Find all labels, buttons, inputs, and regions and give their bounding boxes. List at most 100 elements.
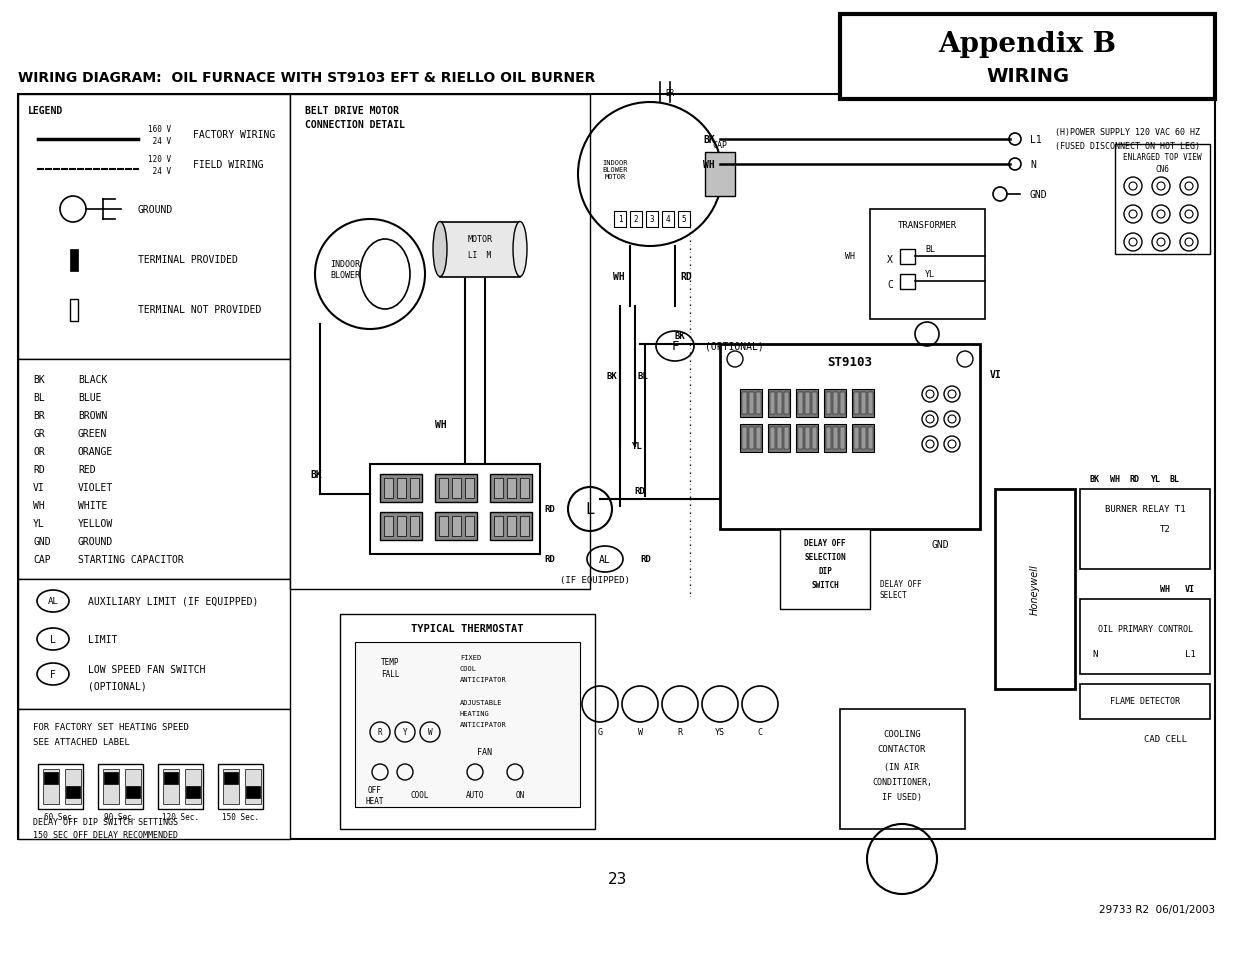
Text: OR: OR — [33, 447, 44, 456]
Bar — [245, 769, 261, 804]
Bar — [494, 517, 503, 537]
Text: LOW SPEED FAN SWITCH: LOW SPEED FAN SWITCH — [88, 664, 205, 675]
Text: BL: BL — [33, 393, 44, 402]
Text: TERMINAL NOT PROVIDED: TERMINAL NOT PROVIDED — [138, 305, 262, 314]
Bar — [869, 210, 986, 319]
Bar — [853, 393, 860, 415]
Bar — [811, 393, 818, 415]
Text: BK: BK — [310, 470, 322, 479]
Bar — [646, 212, 658, 228]
Text: BK: BK — [33, 375, 44, 385]
Bar — [662, 212, 674, 228]
Bar — [19, 95, 1215, 840]
Text: F: F — [51, 669, 56, 679]
Text: INDOOR
BLOWER
MOTOR: INDOOR BLOWER MOTOR — [603, 160, 627, 180]
Bar — [798, 428, 803, 450]
Text: RD: RD — [1130, 475, 1140, 484]
Text: FOR FACTORY SET HEATING SPEED: FOR FACTORY SET HEATING SPEED — [33, 722, 189, 732]
Text: (FUSED DISCONNECT ON HOT LEG): (FUSED DISCONNECT ON HOT LEG) — [1055, 141, 1200, 151]
Bar — [840, 393, 845, 415]
Bar — [438, 478, 448, 498]
Text: (IF EQUIPPED): (IF EQUIPPED) — [559, 575, 630, 584]
Text: STARTING CAPACITOR: STARTING CAPACITOR — [78, 555, 184, 564]
Bar — [826, 428, 831, 450]
Text: YL: YL — [1150, 475, 1160, 484]
Bar — [1079, 490, 1210, 569]
Text: T2: T2 — [1160, 525, 1171, 534]
Text: FALL: FALL — [380, 670, 399, 679]
Bar — [826, 393, 831, 415]
Text: GROUND: GROUND — [78, 537, 114, 546]
Bar — [98, 764, 143, 809]
Bar — [490, 475, 532, 502]
Text: AUXILIARY LIMIT (IF EQUIPPED): AUXILIARY LIMIT (IF EQUIPPED) — [88, 597, 258, 606]
Text: C: C — [757, 728, 762, 737]
Text: GND: GND — [931, 539, 948, 550]
Bar — [868, 393, 873, 415]
Text: 29733 R2  06/01/2003: 29733 R2 06/01/2003 — [1099, 904, 1215, 914]
Text: R: R — [378, 728, 383, 737]
Bar — [508, 478, 516, 498]
Bar — [756, 428, 761, 450]
Text: BK: BK — [674, 333, 685, 341]
Text: YS: YS — [715, 728, 725, 737]
Text: GR: GR — [33, 429, 44, 438]
Text: VIOLET: VIOLET — [78, 482, 114, 493]
Text: BLACK: BLACK — [78, 375, 107, 385]
Text: BK: BK — [1091, 475, 1100, 484]
Bar — [70, 299, 78, 322]
Bar — [769, 428, 776, 450]
Bar — [840, 709, 965, 829]
Text: BURNER RELAY T1: BURNER RELAY T1 — [1104, 505, 1186, 514]
Text: 160 V: 160 V — [148, 125, 172, 133]
Text: ORANGE: ORANGE — [78, 447, 114, 456]
Ellipse shape — [513, 222, 527, 277]
Text: WH: WH — [33, 500, 44, 511]
Text: GREEN: GREEN — [78, 429, 107, 438]
Text: ENLARGED TOP VIEW: ENLARGED TOP VIEW — [1123, 152, 1202, 161]
Text: ON: ON — [515, 791, 525, 800]
Text: AUTO: AUTO — [466, 791, 484, 800]
Text: GND: GND — [1030, 190, 1047, 200]
Bar — [19, 579, 290, 709]
Bar — [811, 428, 818, 450]
Bar — [508, 517, 516, 537]
Text: CONNECTION DETAIL: CONNECTION DETAIL — [305, 120, 405, 130]
Text: SWITCH: SWITCH — [811, 581, 839, 590]
Text: RD: RD — [680, 272, 692, 282]
Bar — [65, 786, 80, 799]
Bar — [164, 772, 178, 784]
Text: GND: GND — [33, 537, 51, 546]
Text: BL: BL — [925, 245, 935, 254]
Bar — [784, 393, 789, 415]
Text: DIP: DIP — [818, 567, 832, 576]
Bar — [452, 517, 461, 537]
Text: RED: RED — [78, 464, 95, 475]
Bar — [805, 428, 810, 450]
Text: DELAY OFF DIP SWITCH SETTINGS: DELAY OFF DIP SWITCH SETTINGS — [33, 818, 178, 826]
Text: G: G — [598, 728, 603, 737]
Bar — [798, 393, 803, 415]
Text: VI: VI — [990, 370, 1002, 379]
Text: 1: 1 — [618, 215, 622, 224]
Bar — [19, 709, 290, 840]
Bar — [520, 478, 529, 498]
Text: 120 V: 120 V — [148, 154, 172, 163]
Bar — [995, 490, 1074, 689]
Bar — [466, 478, 474, 498]
Text: Appendix B: Appendix B — [939, 31, 1116, 58]
Bar — [380, 475, 422, 502]
Text: RD: RD — [545, 555, 555, 564]
Text: WH: WH — [614, 272, 625, 282]
Bar — [163, 769, 179, 804]
Text: FLAME DETECTOR: FLAME DETECTOR — [1110, 697, 1179, 706]
Text: FACTORY WIRING: FACTORY WIRING — [193, 130, 275, 140]
Text: N: N — [1092, 650, 1098, 659]
Bar — [126, 786, 140, 799]
Text: L1: L1 — [1184, 650, 1195, 659]
Text: W: W — [637, 728, 642, 737]
Bar — [720, 345, 981, 530]
Bar — [19, 359, 290, 579]
Text: ST9103: ST9103 — [827, 356, 872, 369]
Bar — [777, 428, 782, 450]
